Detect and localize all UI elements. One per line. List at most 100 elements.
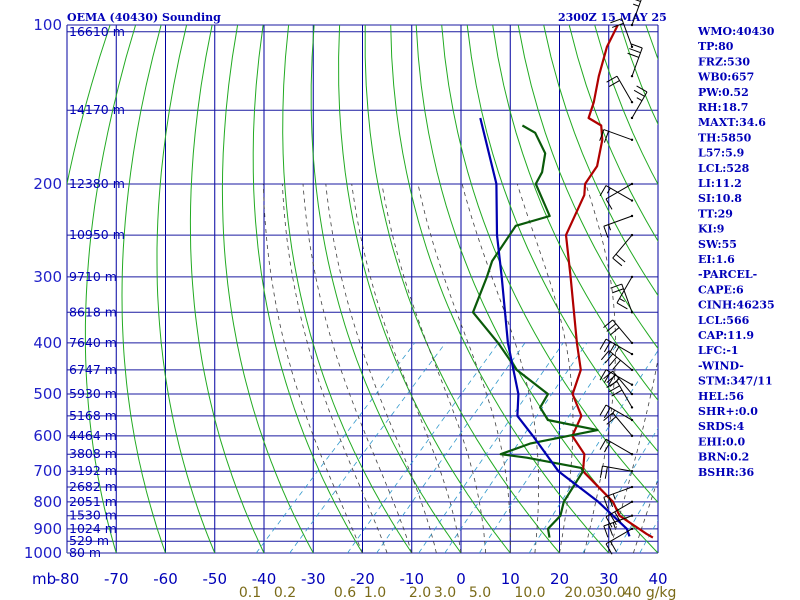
mixing-ratio-label: 0.6: [334, 585, 356, 600]
index-line: SHR+:0.0: [698, 405, 758, 418]
wind-barb-half-flag: [608, 224, 612, 231]
wind-barb-origin: [630, 352, 634, 356]
temperature-tick-label: -70: [104, 570, 129, 588]
wind-barb: [603, 514, 634, 538]
timestamp-title: 2300Z 15 MAY 25: [558, 11, 667, 24]
index-line: PW:0.52: [698, 86, 749, 99]
wind-barb-origin: [630, 116, 634, 120]
temperature-tick-label: -10: [400, 570, 425, 588]
dry-adiabat-line: [282, 25, 413, 553]
wind-barb-half-flag: [612, 493, 616, 500]
wind-barb-origin: [630, 233, 634, 237]
index-line: -PARCEL-: [698, 268, 757, 281]
wind-barb-flag: [604, 466, 608, 479]
index-line: SW:55: [698, 238, 737, 251]
index-line: CAP:11.9: [698, 329, 754, 342]
wind-barb-flag: [612, 22, 624, 28]
wind-barb-flag: [610, 18, 622, 24]
wind-barb-origin: [630, 434, 634, 438]
height-label: 10950 m: [69, 227, 125, 242]
wind-barb-flag: [630, 43, 643, 49]
wind-barb: [603, 214, 634, 238]
wind-barb-half-flag: [612, 522, 616, 529]
dry-adiabat-line: [543, 25, 658, 297]
index-line: SI:10.8: [698, 192, 742, 205]
mixing-ratio-label: 20.0: [564, 585, 595, 600]
index-line: LCL:566: [698, 314, 750, 327]
wind-barb-flag: [608, 495, 614, 508]
moist-adiabat-line: [417, 183, 511, 553]
wind-barb-half-flag: [606, 187, 611, 194]
wind-barb-origin: [630, 514, 634, 517]
wind-barb: [599, 404, 634, 422]
wind-barb-staff: [605, 183, 633, 200]
height-label: 1024 m: [69, 521, 117, 536]
wind-barb-flag: [599, 404, 607, 416]
index-line: WMO:40430: [697, 25, 775, 38]
mixing-ratio-label: 3.0: [434, 585, 456, 600]
moist-adiabat-line: [516, 183, 574, 553]
pressure-tick-label: 800: [33, 493, 62, 511]
wind-barb: [612, 233, 634, 267]
wind-barb-flag: [600, 350, 610, 361]
wind-barb: [605, 182, 634, 210]
wind-barb: [603, 370, 634, 396]
wind-barb-flag: [599, 185, 607, 197]
wind-barb-origin: [630, 214, 634, 218]
temperature-tick-label: 10: [501, 570, 520, 588]
wind-barb-flag: [606, 75, 618, 83]
wind-barb-origin: [630, 138, 634, 142]
wind-barb-flag: [603, 525, 609, 538]
index-line: CINH:46235: [698, 299, 775, 312]
wind-barb: [605, 527, 634, 555]
wind-barb-flag: [603, 226, 609, 238]
wind-barb-flag: [608, 524, 614, 536]
wind-barb-staff: [602, 465, 633, 472]
station-title: OEMA (40430) Sounding: [67, 11, 221, 24]
wind-barb-origin: [630, 383, 634, 386]
index-line: CAPE:6: [698, 283, 744, 296]
wind-barb-flag: [629, 48, 641, 54]
wind-barb-origin: [630, 368, 634, 372]
moist-adiabat-line: [633, 477, 658, 553]
wind-barb-origin: [630, 453, 634, 456]
pressure-tick-label: 1000: [24, 544, 62, 562]
wind-barb-flag: [612, 288, 624, 294]
mixing-ratio-line: [615, 479, 658, 553]
dry-adiabat-line: [121, 25, 166, 553]
wind-barb-flag: [611, 389, 623, 397]
pressure-tick-label: 900: [33, 520, 62, 538]
dry-adiabat-line: [252, 25, 363, 553]
mixing-ratio-line: [347, 342, 499, 553]
wind-barb-staff: [612, 234, 633, 259]
mixing-ratio-labels: 0.1 0.2 0.6 1.0 2.0 3.0 5.0 10.0 20.030.040 g/kg: [239, 585, 677, 600]
height-label: 16610 m: [69, 24, 125, 39]
wind-barb-flag: [615, 253, 626, 263]
temperature-tick-label: -30: [301, 570, 326, 588]
moist-adiabat-lines: [262, 183, 658, 553]
wind-barb-origin: [630, 485, 634, 489]
moist-adiabat-line: [325, 183, 437, 553]
wind-barb-half-flag: [611, 409, 616, 416]
mixing-ratio-label: 2.0: [409, 585, 431, 600]
wind-barb-flag: [599, 129, 605, 142]
wind-barb: [616, 275, 634, 310]
wind-barb: [610, 18, 634, 49]
wind-barb-flag: [616, 302, 628, 310]
index-line: -WIND-: [698, 359, 744, 372]
wind-barb: [606, 381, 634, 409]
mixing-ratio-line: [255, 342, 416, 553]
index-line: SRDS:4: [698, 420, 745, 433]
wind-barb-flag: [627, 52, 640, 58]
mixing-ratio-line: [418, 342, 564, 553]
dry-adiabat-line: [156, 25, 216, 553]
wind-barb-flag: [603, 370, 614, 380]
wind-barb: [603, 319, 634, 345]
wind-barb-flag: [609, 541, 617, 552]
wind-barb-flag: [633, 89, 645, 97]
wind-barb-half-flag: [615, 346, 620, 353]
index-line: LFC:-1: [698, 344, 739, 357]
wind-barb-origin: [630, 74, 634, 78]
index-line: TT:29: [698, 207, 733, 220]
wind-barb-flag: [612, 359, 621, 370]
